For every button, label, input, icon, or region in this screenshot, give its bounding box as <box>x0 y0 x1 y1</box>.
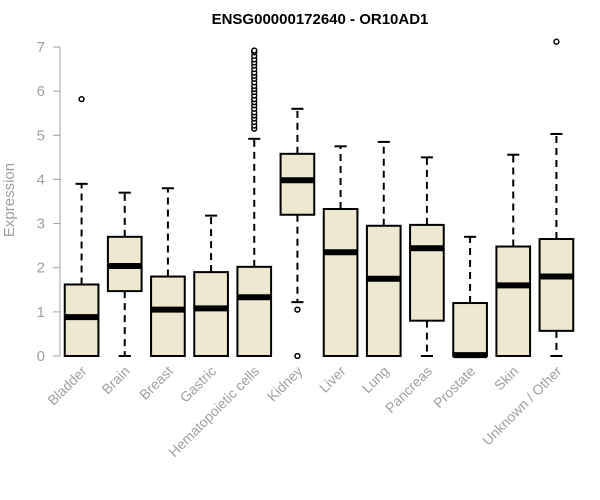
box-group <box>63 95 100 358</box>
box-group <box>538 38 575 357</box>
box <box>150 275 186 357</box>
box-group <box>279 107 316 360</box>
y-tick-label: 3 <box>37 216 45 233</box>
x-tick-label: Pancreas <box>382 363 435 416</box>
box-group <box>236 47 273 357</box>
box-group <box>495 153 532 357</box>
box <box>63 283 100 358</box>
outlier-point <box>251 47 258 54</box>
x-tick-label: Liver <box>316 363 349 396</box>
box <box>495 245 532 357</box>
x-tick-label: Kidney <box>264 363 306 405</box>
outlier-point <box>294 306 301 313</box>
box <box>279 152 316 216</box>
x-tick-label: Lung <box>359 363 392 396</box>
y-tick-label: 5 <box>37 127 45 144</box>
y-axis-label: Expression <box>1 163 18 237</box>
y-tick-label: 0 <box>37 348 45 365</box>
x-tick-label: Breast <box>136 363 176 403</box>
x-tick-label: Brain <box>98 363 132 397</box>
y-tick-label: 7 <box>37 39 45 56</box>
box <box>236 265 273 357</box>
box-group <box>193 214 229 357</box>
box <box>452 302 488 357</box>
boxes-layer <box>63 38 575 360</box>
outlier-point <box>553 38 560 45</box>
box-group <box>106 191 143 357</box>
x-tick-label: Unknown / Other <box>479 363 565 449</box>
x-tick-label: Skin <box>491 363 522 394</box>
box <box>193 271 229 357</box>
x-tick-label: Prostate <box>430 363 478 411</box>
x-tick-label: Bladder <box>44 363 90 409</box>
x-tick-label: Gastric <box>177 363 220 406</box>
box-group <box>452 235 488 359</box>
box <box>322 208 359 357</box>
chart-title: ENSG00000172640 - OR10AD1 <box>212 11 429 28</box>
box-group <box>409 156 445 357</box>
y-tick-label: 2 <box>37 260 45 277</box>
y-tick-label: 6 <box>37 83 45 100</box>
box-group <box>150 187 186 357</box>
outlier-point <box>78 95 85 103</box>
box <box>409 223 445 322</box>
y-axis: 0 1 2 3 4 5 6 7 <box>37 39 61 365</box>
box <box>365 224 402 357</box>
box <box>538 238 575 332</box>
box-group <box>365 140 402 357</box>
y-tick-label: 4 <box>37 171 45 188</box>
outlier-point <box>294 352 301 360</box>
y-tick-label: 1 <box>37 304 45 321</box>
box-group <box>322 145 359 357</box>
